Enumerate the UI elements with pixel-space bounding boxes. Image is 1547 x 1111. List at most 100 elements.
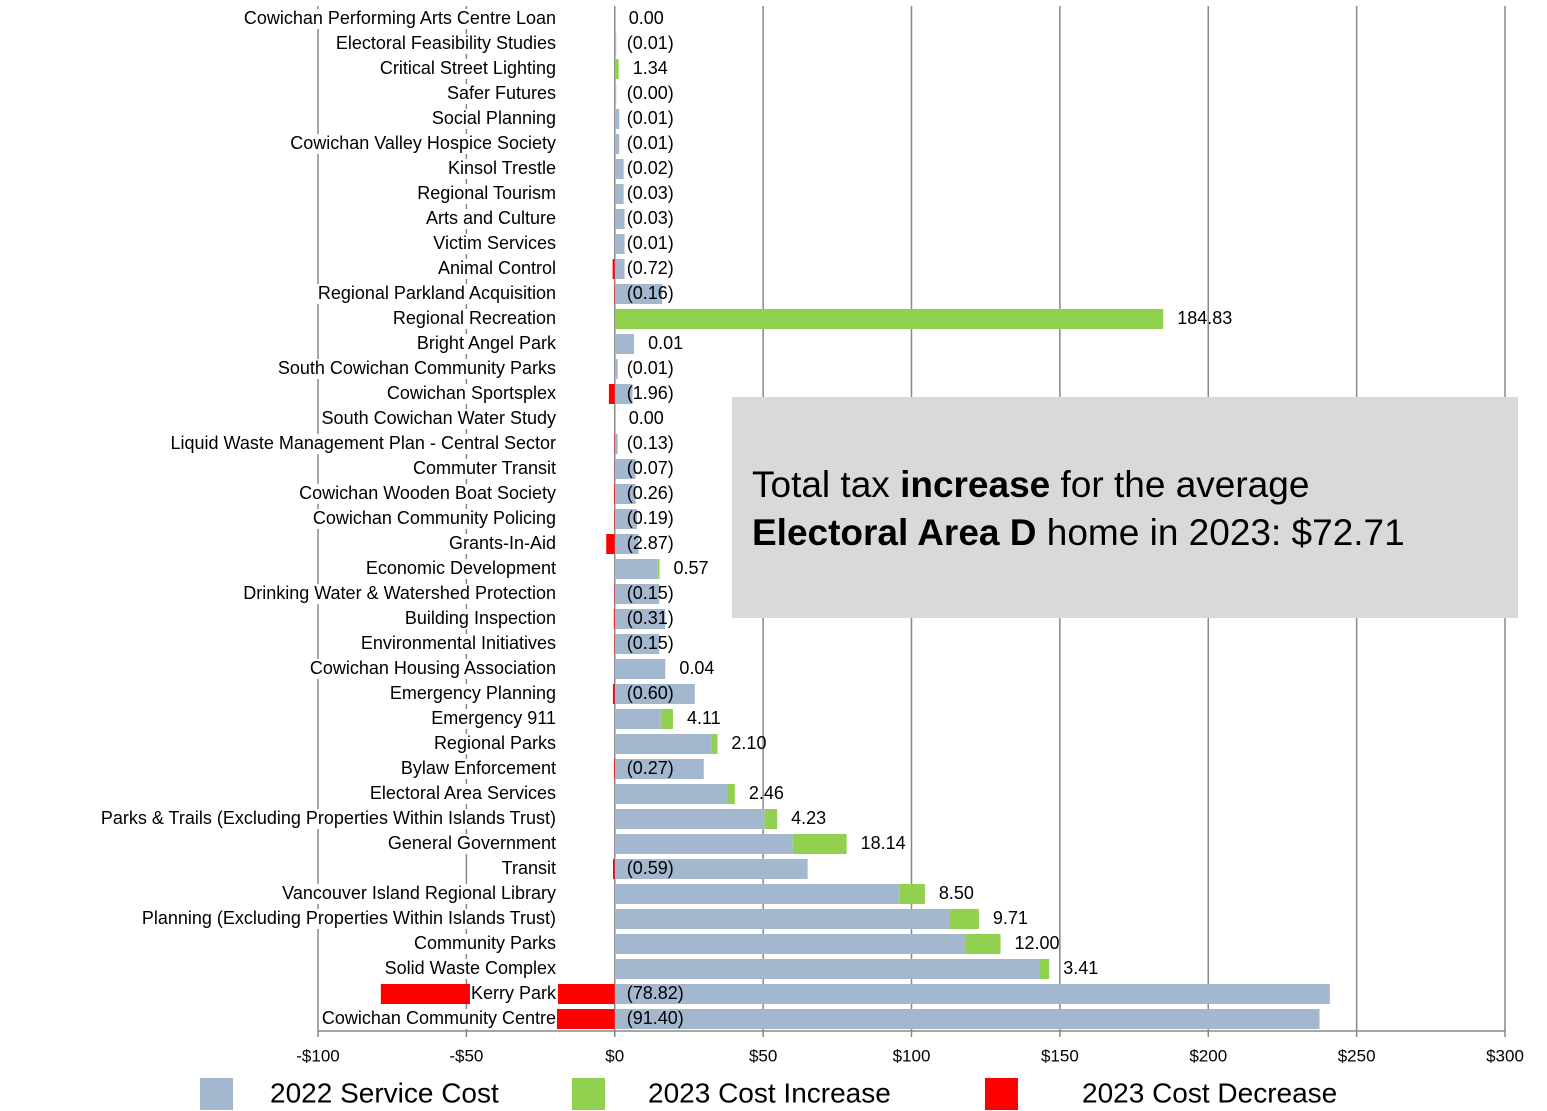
value-label: 12.00 (1015, 933, 1060, 953)
label-background (432, 734, 557, 754)
value-label: (0.01) (627, 108, 674, 128)
value-label: 2.10 (731, 733, 766, 753)
value-label: (0.03) (627, 208, 674, 228)
label-background (334, 34, 557, 54)
bar-segment (614, 659, 666, 679)
label-background (399, 759, 557, 779)
bar-segment (612, 684, 615, 704)
label-background (276, 359, 557, 379)
bar-segment (614, 484, 636, 504)
legend-label: 2023 Cost Decrease (1082, 1077, 1337, 1108)
y-tick-label: Solid Waste Complex (385, 958, 556, 978)
legend-swatch (985, 1078, 1018, 1110)
value-label: (0.16) (627, 283, 674, 303)
bar-segment (614, 359, 618, 379)
y-tick-label: Cowichan Community Centre (322, 1008, 556, 1028)
y-tick-label: Victim Services (433, 233, 556, 253)
bar-segment (711, 734, 718, 754)
label-background (412, 934, 557, 954)
x-tick-label: $200 (1189, 1046, 1227, 1065)
y-tick-label: Community Parks (414, 933, 556, 953)
y-tick-label: Cowichan Performing Arts Centre Loan (244, 8, 556, 28)
value-label: 18.14 (861, 833, 906, 853)
y-tick-label: General Government (388, 833, 556, 853)
label-background (316, 284, 557, 304)
value-label: (0.15) (627, 583, 674, 603)
y-tick-label: Grants-In-Aid (449, 533, 556, 553)
label-background (500, 859, 557, 879)
y-tick-label: Cowichan Wooden Boat Society (299, 483, 556, 503)
bar-segment (613, 484, 615, 504)
bar-segment (608, 384, 615, 404)
bar-segment (614, 609, 666, 629)
bar-segment (660, 709, 673, 729)
label-background (311, 509, 557, 529)
value-label: (0.13) (627, 433, 674, 453)
bar-segment (614, 34, 617, 54)
y-tick-label: Environmental Initiatives (361, 633, 556, 653)
bar-segment (614, 509, 638, 529)
label-background (424, 209, 557, 229)
value-label: (0.01) (627, 358, 674, 378)
value-label: (0.01) (627, 233, 674, 253)
bar-segment (614, 384, 633, 404)
bar-segment (614, 159, 624, 179)
value-label: (0.26) (627, 483, 674, 503)
bar-segment (614, 259, 625, 279)
y-tick-label: Electoral Area Services (370, 783, 556, 803)
bar-segment (657, 559, 660, 579)
bar-segment (614, 559, 658, 579)
bar-segment (614, 434, 618, 454)
value-label: (0.27) (627, 758, 674, 778)
y-tick-label: Safer Futures (447, 83, 556, 103)
value-label: (0.01) (627, 133, 674, 153)
label-background (169, 434, 557, 454)
label-background (430, 109, 557, 129)
y-tick-label: Kerry Park (471, 983, 557, 1003)
label-background (359, 634, 557, 654)
legend-label: 2022 Service Cost (270, 1077, 499, 1108)
bar-segment (614, 109, 620, 129)
legend: 2022 Service Cost 2023 Cost Increase 2023 … (200, 1077, 1337, 1110)
bar-segment (614, 284, 663, 304)
value-label: (0.60) (627, 683, 674, 703)
y-tick-label: Critical Street Lighting (380, 58, 556, 78)
y-tick-label: Electoral Feasibility Studies (336, 33, 556, 53)
y-tick-label: Building Inspection (405, 608, 556, 628)
value-label: (0.01) (627, 33, 674, 53)
label-background (99, 809, 557, 829)
bar-segment (614, 84, 617, 104)
value-label: 9.71 (993, 908, 1028, 928)
x-tick-label: $250 (1338, 1046, 1376, 1065)
bar-segment (614, 634, 660, 654)
value-label: 0.57 (673, 558, 708, 578)
bar-segment (606, 534, 615, 554)
bar-segment (614, 759, 704, 779)
label-background (298, 484, 557, 504)
y-tick-label: Emergency Planning (390, 683, 556, 703)
label-background (320, 1009, 557, 1029)
label-background (416, 184, 557, 204)
bar-segment (614, 334, 635, 354)
label-background (320, 409, 557, 429)
label-background (242, 9, 557, 29)
bar-segment (614, 809, 765, 829)
bar-segment (727, 784, 735, 804)
label-background (403, 609, 557, 629)
bar-segment (614, 709, 661, 729)
bar-segment (614, 684, 695, 704)
bar-segment (614, 59, 619, 79)
x-tick-label: -$50 (449, 1046, 483, 1065)
value-label: 1.34 (633, 58, 668, 78)
bar-segment (613, 759, 615, 779)
y-tick-label: Drinking Water & Watershed Protection (243, 583, 556, 603)
bar-segment (764, 809, 778, 829)
value-label: (0.02) (627, 158, 674, 178)
bar-segment (613, 609, 615, 629)
y-tick-label: Social Planning (432, 108, 556, 128)
y-tick-label: Bright Angel Park (417, 333, 557, 353)
y-tick-label: Regional Recreation (393, 308, 556, 328)
bar-segment (612, 259, 615, 279)
value-label: (1.96) (627, 383, 674, 403)
